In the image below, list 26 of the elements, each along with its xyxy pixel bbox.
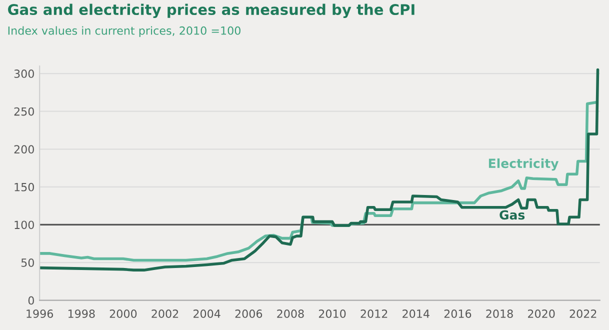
x-tick-label: 2020 [528,310,555,318]
x-tick-label: 2018 [486,310,513,318]
y-tick-label: 50 [21,258,34,267]
line-series [40,68,600,272]
y-tick-label: 300 [14,70,34,78]
y-tick-label: 150 [14,182,34,192]
y-tick-label: 100 [14,220,34,230]
y-tick-label: 200 [14,145,34,154]
x-tick-label: 2006 [235,310,262,318]
x-tick-label: 2022 [570,310,596,318]
chart-title: Gas and electricity prices as measured by the CPI [8,4,414,18]
x-tick-label: 2016 [444,310,472,318]
x-tick-label: 2014 [402,310,430,318]
series-label: Gas [500,210,525,220]
x-tick-label: 2002 [152,310,178,318]
y-tick-label: 0 [28,296,34,305]
x-tick-label: 2008 [277,310,304,318]
y-tick-label: 250 [14,107,34,116]
x-tick-label: 2012 [360,310,388,318]
chart-subtitle: Index values in current prices, 2010 =100 [8,26,240,37]
x-tick-label: 1998 [68,310,95,318]
series-label: Electricity [488,158,559,171]
x-tick-label: 2000 [110,310,137,318]
x-tick-label: 1996 [26,310,54,318]
x-tick-label: 2010 [318,310,346,318]
x-tick-label: 2004 [194,310,220,318]
